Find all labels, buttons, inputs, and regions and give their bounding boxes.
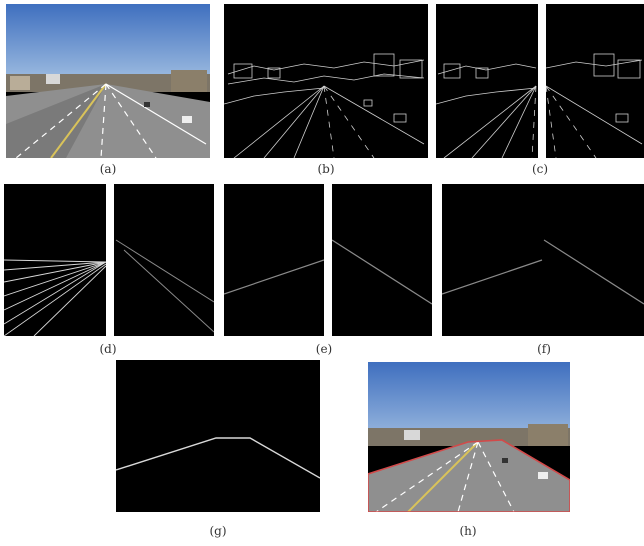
panel-c-right-half [546, 4, 644, 158]
lane-lines-f [442, 239, 644, 305]
road-photo-h [368, 362, 570, 512]
edge-map-c-left [436, 63, 537, 158]
road-boundary-g [116, 437, 320, 479]
caption-f: (f) [537, 342, 551, 356]
lane-line-e-right [332, 239, 432, 305]
caption-b: (b) [317, 162, 335, 176]
panel-c-left-half [436, 4, 538, 158]
caption-c: (c) [531, 162, 549, 176]
lane-line-e-left [224, 259, 324, 295]
panel-g-boundary [116, 360, 320, 512]
edge-map-c-right [546, 53, 643, 158]
panel-e-right [332, 184, 432, 336]
panel-a-road-photo [6, 4, 210, 158]
road-photo-a [6, 4, 210, 158]
panel-f-combined [442, 184, 644, 336]
panel-d-right [114, 184, 214, 336]
panel-d-left [4, 184, 106, 336]
caption-a: (a) [99, 162, 117, 176]
panel-e-left [224, 184, 324, 336]
panel-b-edge-map [224, 4, 428, 158]
hough-lines-d-left [4, 259, 106, 336]
hough-lines-d-right [115, 239, 214, 333]
caption-d: (d) [99, 342, 117, 356]
caption-g: (g) [209, 524, 227, 538]
edge-map-b [224, 53, 425, 158]
panel-h-result-photo [368, 362, 570, 512]
caption-h: (h) [459, 524, 477, 538]
caption-e: (e) [315, 342, 333, 356]
